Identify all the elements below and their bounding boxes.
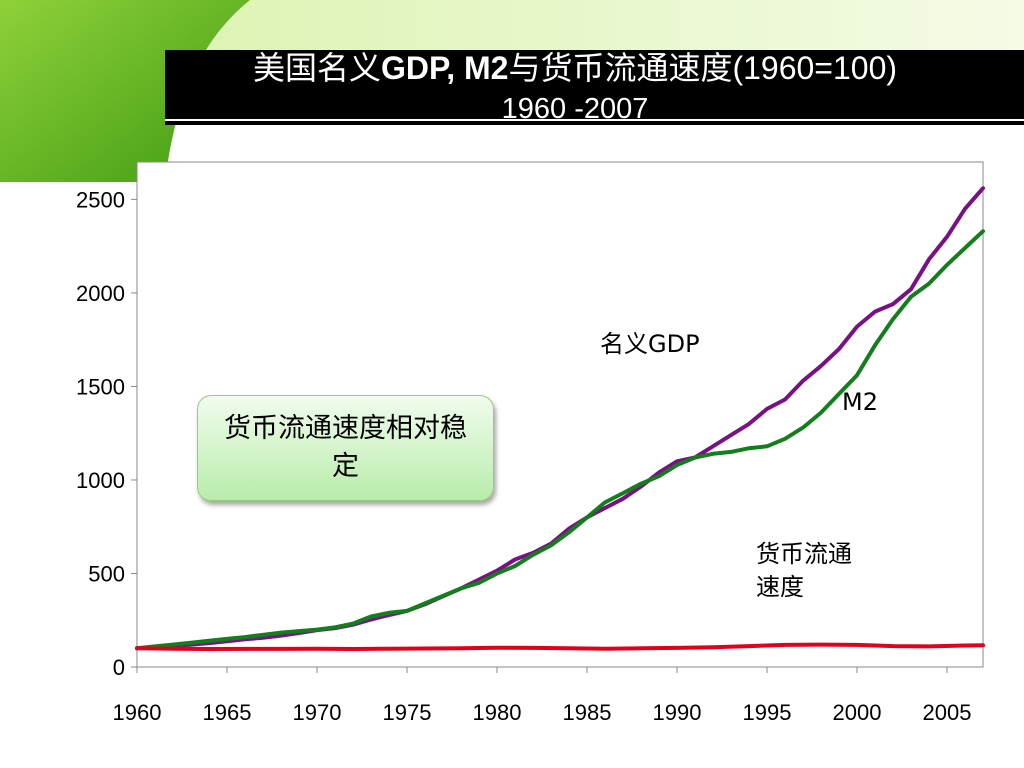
x-tick-label: 1995 bbox=[743, 700, 792, 725]
series-layer bbox=[135, 186, 985, 651]
y-tick-label: 0 bbox=[113, 655, 125, 680]
x-tick-label: 1980 bbox=[473, 700, 522, 725]
callout-text: 货币流通速度相对稳定 bbox=[224, 413, 467, 482]
title-bar bbox=[165, 50, 1024, 125]
y-tick-label: 1000 bbox=[76, 468, 125, 493]
series-line bbox=[135, 642, 985, 651]
title-cn-a: 美国名义 bbox=[252, 49, 381, 87]
series-line bbox=[135, 229, 985, 651]
title-cn-b: 与货币流通速度 bbox=[508, 49, 733, 87]
light-leaf-shape bbox=[0, 0, 1024, 182]
x-tick-label: 1990 bbox=[653, 700, 702, 725]
series-line bbox=[135, 186, 985, 651]
x-tick-label: 1970 bbox=[293, 700, 342, 725]
x-tick-label: 1965 bbox=[203, 700, 252, 725]
y-tick-label: 1500 bbox=[76, 374, 125, 399]
title-divider bbox=[165, 119, 1024, 121]
x-tick-label: 1985 bbox=[563, 700, 612, 725]
page-subtitle: 1960 -2007 bbox=[501, 93, 649, 125]
leaf-decoration bbox=[0, 0, 1024, 182]
series-label: M2 bbox=[842, 388, 878, 416]
axes: 0 500 1000 1500 2000 2500 1960 1965 1970 1975 1980… bbox=[76, 187, 971, 725]
x-tick-label: 1960 bbox=[113, 700, 162, 725]
y-tick-label: 2000 bbox=[76, 281, 125, 306]
series-label: 货币流通 bbox=[756, 540, 852, 568]
title-tail: (1960=100) bbox=[732, 50, 898, 86]
title-bold: GDP, M2 bbox=[380, 50, 509, 86]
series-label: 名义GDP bbox=[600, 330, 700, 358]
y-tick-label: 2500 bbox=[76, 187, 125, 212]
callout-box: 货币流通速度相对稳定 bbox=[197, 395, 494, 501]
x-tick-label: 1975 bbox=[383, 700, 432, 725]
x-tick-label: 2000 bbox=[833, 700, 882, 725]
dark-leaf-shape bbox=[0, 0, 250, 182]
x-tick-label: 2005 bbox=[923, 700, 972, 725]
series-label: 速度 bbox=[756, 573, 804, 601]
series-labels: 名义GDP M2 货币流通速度 bbox=[600, 330, 878, 601]
y-tick-label: 500 bbox=[88, 561, 125, 586]
page-title: 美国名义GDP, M2与货币流通速度(1960=100) bbox=[165, 48, 985, 88]
